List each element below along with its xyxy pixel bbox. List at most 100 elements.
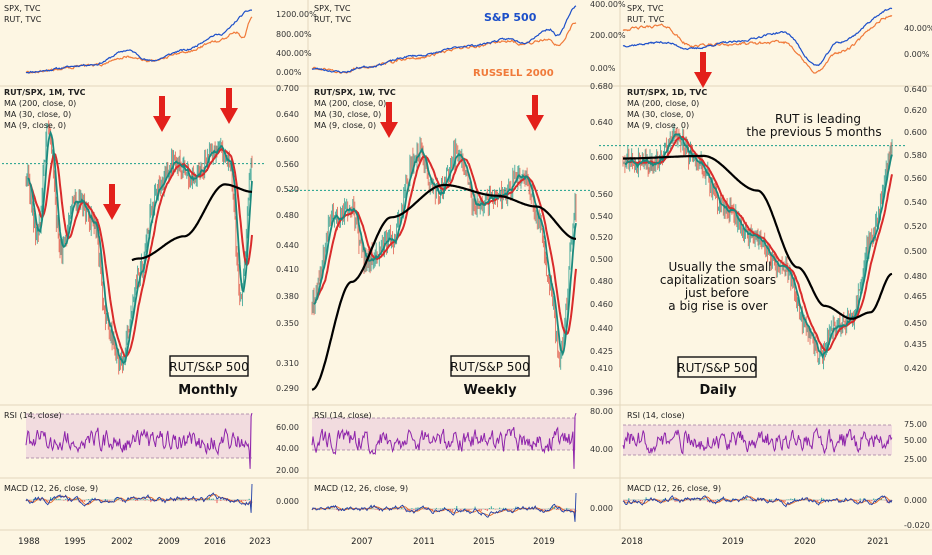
ma200-line: [131, 183, 252, 262]
x-axis-tick: 2009: [158, 537, 180, 547]
annotation-small-cap-3: just before: [684, 286, 749, 300]
rsi-axis-tick: 20.00: [276, 466, 299, 475]
macd-label: MACD (12, 26, close, 9): [4, 484, 98, 493]
ratio-label-ma9: MA (9, close, 0): [314, 121, 376, 130]
top-label-rut: RUT, TVC: [4, 15, 42, 24]
boxed-label-frame: [169, 355, 249, 377]
macd-label: MACD (12, 26, close, 9): [627, 484, 721, 493]
ratio-label-ma9: MA (9, close, 0): [627, 121, 689, 130]
ratio-axis-tick: 0.425: [590, 347, 613, 356]
ratio-axis-tick: 0.560: [276, 160, 299, 169]
ratio-axis-tick: 0.480: [276, 211, 299, 220]
top-axis-tick: 0.00%: [590, 64, 616, 73]
ratio-axis-tick: 0.450: [904, 319, 927, 328]
x-axis-tick: 2023: [249, 537, 271, 547]
ratio-axis-tick: 0.420: [904, 364, 927, 373]
ratio-axis-tick: 0.600: [590, 153, 613, 162]
rsi-label: RSI (14, close): [314, 411, 372, 420]
macd-axis-tick: 0.000: [590, 504, 613, 513]
rut-line: [622, 14, 893, 74]
x-axis-tick: 2020: [794, 537, 816, 547]
rsi-line: [311, 412, 577, 469]
rsi-axis-tick: 40.00: [590, 445, 613, 454]
macd-line: [25, 483, 253, 513]
series-label-sp500: S&P 500: [484, 11, 537, 24]
ratio-axis-tick: 0.380: [276, 292, 299, 301]
series-label-russell: RUSSELL 2000: [473, 68, 554, 79]
ratio-axis-tick: 0.500: [590, 255, 613, 264]
arrow-head-icon: [220, 108, 238, 124]
arrow-head-icon: [153, 116, 171, 132]
top-axis-tick: 800.00%: [276, 30, 312, 39]
ratio-axis-tick: 0.640: [276, 110, 299, 119]
x-axis-tick: 2021: [867, 537, 889, 547]
ratio-axis-tick: 0.520: [904, 222, 927, 231]
x-axis-tick: 1995: [64, 537, 86, 547]
annotation-rut-leading: RUT is leading: [775, 112, 861, 126]
boxed-label: RUT/S&P 500: [677, 361, 756, 375]
ma30-line: [315, 155, 577, 336]
annotation-previous-months: the previous 5 months: [746, 125, 881, 139]
ratio-label-ma30: MA (30, close, 0): [627, 110, 694, 119]
ratio-axis-tick: 0.310: [276, 359, 299, 368]
ratio-axis-tick: 0.290: [276, 384, 299, 393]
ma9-line: [624, 133, 893, 359]
ratio-axis-tick: 0.520: [276, 185, 299, 194]
top-axis-tick: 400.00%: [590, 0, 626, 9]
timeframe-label: Monthly: [178, 383, 238, 398]
ratio-label-ma200: MA (200, close, 0): [4, 99, 76, 108]
ratio-label-symbol: RUT/SPX, 1D, TVC: [627, 88, 707, 97]
ratio-axis-tick: 0.560: [590, 190, 613, 199]
ratio-axis-tick: 0.540: [590, 212, 613, 221]
rsi-axis-tick: 80.00: [590, 407, 613, 416]
boxed-label-frame: [677, 356, 757, 378]
panel-monthly: [2, 9, 266, 513]
ratio-label-ma200: MA (200, close, 0): [627, 99, 699, 108]
ratio-label-ma9: MA (9, close, 0): [4, 121, 66, 130]
top-label-rut: RUT, TVC: [314, 15, 352, 24]
ratio-axis-tick: 0.440: [590, 324, 613, 333]
macd-axis-tick: -0.020: [904, 521, 930, 530]
x-axis-tick: 2015: [473, 537, 495, 547]
ratio-axis-tick: 0.700: [276, 84, 299, 93]
arrow-shaft: [159, 96, 165, 118]
rsi-line: [622, 426, 893, 455]
macd-label: MACD (12, 26, close, 9): [314, 484, 408, 493]
ratio-axis-tick: 0.520: [590, 233, 613, 242]
rsi-axis-tick: 50.00: [904, 436, 927, 445]
ratio-axis-tick: 0.600: [904, 128, 927, 137]
spx-line: [311, 5, 577, 74]
macd-axis-tick: 0.000: [276, 497, 299, 506]
rsi-axis-tick: 25.00: [904, 455, 927, 464]
top-axis-tick: 400.00%: [276, 49, 312, 58]
ratio-axis-tick: 0.480: [904, 272, 927, 281]
ratio-axis-tick: 0.480: [590, 277, 613, 286]
ratio-axis-tick: 0.640: [590, 118, 613, 127]
arrow-shaft: [386, 102, 392, 124]
ratio-axis-tick: 0.440: [276, 241, 299, 250]
arrow-head-icon: [526, 115, 544, 131]
ratio-axis-tick: 0.500: [904, 247, 927, 256]
ratio-axis-tick: 0.396: [590, 388, 613, 397]
timeframe-label: Weekly: [463, 383, 517, 398]
ratio-axis-tick: 0.620: [904, 106, 927, 115]
spx-line: [622, 7, 893, 67]
top-axis-tick: 40.00%: [904, 24, 932, 33]
ratio-axis-tick: 0.560: [904, 174, 927, 183]
ma30-line: [28, 147, 253, 358]
ratio-label-ma30: MA (30, close, 0): [314, 110, 381, 119]
top-label-spx: SPX, TVC: [4, 4, 41, 13]
boxed-label: RUT/S&P 500: [169, 360, 248, 374]
arrow-shaft: [109, 184, 115, 206]
ma9-line: [313, 147, 577, 357]
rsi-axis-tick: 75.00: [904, 420, 927, 429]
x-axis-tick: 1988: [18, 537, 40, 547]
arrow-shaft: [700, 52, 706, 74]
annotation-small-cap-2: capitalization soars: [660, 273, 776, 287]
arrow-head-icon: [694, 72, 712, 88]
ratio-axis-tick: 0.435: [904, 340, 927, 349]
top-axis-tick: 0.00%: [904, 50, 930, 59]
x-axis-tick: 2007: [351, 537, 373, 547]
